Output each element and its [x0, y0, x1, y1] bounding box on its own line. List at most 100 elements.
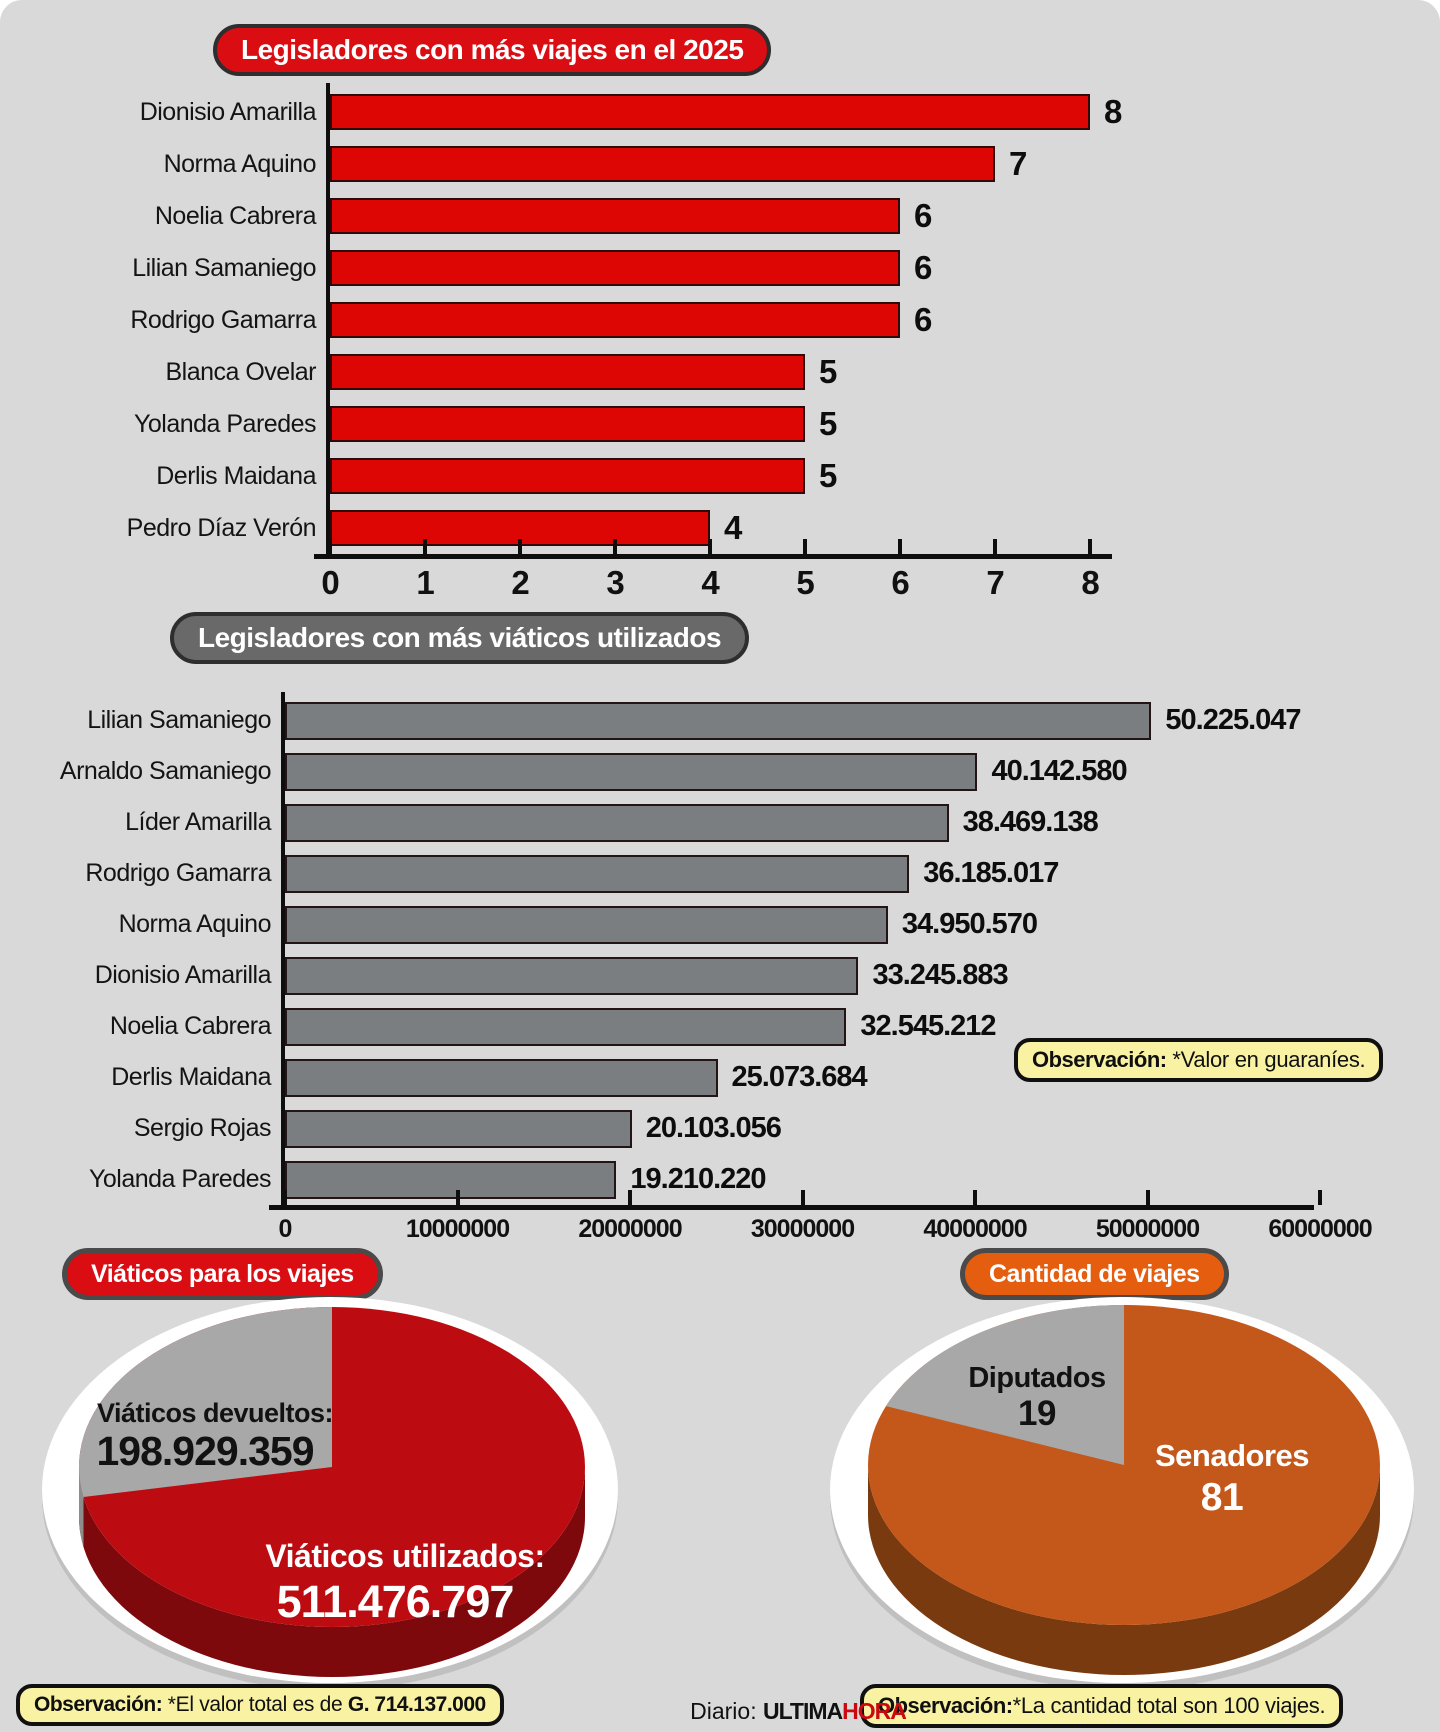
- axis-tick-label: 1: [416, 564, 434, 601]
- bar-value-label: 6: [914, 301, 932, 338]
- category-label: Lilian Samaniego: [87, 706, 271, 734]
- category-label: Derlis Maidana: [111, 1063, 271, 1091]
- axis-tick: [328, 539, 332, 554]
- bar-value-label: 50.225.047: [1165, 704, 1301, 736]
- axis-tick: [283, 1190, 287, 1205]
- axis-tick-label: 8: [1081, 564, 1099, 601]
- category-label: Dionisio Amarilla: [94, 961, 272, 989]
- axis-tick: [898, 539, 902, 554]
- pie-side: [868, 1465, 1380, 1675]
- axis-tick-label: 3: [606, 564, 624, 601]
- axis-tick-label: 4: [701, 564, 719, 601]
- bar: [285, 1058, 718, 1097]
- axis-tick: [993, 539, 997, 554]
- bar-chart-viajes: Dionisio Amarilla 8 Norma Aquino 7 Noelia Ca…: [0, 83, 1440, 746]
- pie1-title-pill: Viáticos para los viajes: [62, 1248, 383, 1300]
- bar: [285, 803, 949, 842]
- bar-chart-viaticos: Lilian Samaniego 50.225.047 Arnaldo Samani…: [0, 692, 1440, 1355]
- bar-value-label: 6: [914, 197, 932, 234]
- note-guaranies-bold: Observación:: [1032, 1047, 1167, 1072]
- axis-tick-label: 20000000: [578, 1215, 682, 1243]
- pie-side: [79, 1467, 585, 1677]
- note-total-amount: G. 714.137.000: [347, 1693, 486, 1716]
- category-label: Arnaldo Samaniego: [59, 757, 272, 785]
- bar: [330, 458, 805, 494]
- axis-tick-label: 5: [796, 564, 814, 601]
- bar: [285, 1109, 632, 1148]
- axis-tick-label: 30000000: [750, 1215, 855, 1243]
- pie-side-secondary: [79, 1467, 84, 1547]
- y-axis-line: [326, 83, 330, 559]
- pie-chart-viaticos: [42, 1297, 618, 1690]
- category-label: Norma Aquino: [118, 910, 272, 938]
- bar-value-label: 6: [914, 249, 932, 286]
- brand-ultima: ULTIMA: [762, 1698, 843, 1724]
- source-credit: Diario: ULTIMAHORA: [690, 1698, 907, 1725]
- bar: [330, 94, 1090, 130]
- bar: [330, 198, 900, 234]
- bar: [285, 1160, 617, 1199]
- bar-value-label: 5: [819, 353, 837, 390]
- axis-tick-label: 7: [986, 564, 1004, 601]
- pie2-slice1-label: Diputados: [968, 1362, 1106, 1394]
- axis-tick-label: 6: [891, 564, 909, 601]
- pie2-title-pill: Cantidad de viajes: [960, 1248, 1229, 1300]
- axis-tick: [973, 1190, 977, 1205]
- pie2-title: Cantidad de viajes: [989, 1259, 1200, 1288]
- axis-tick-label: 50000000: [1095, 1215, 1200, 1243]
- bar-value-label: 20.103.056: [645, 1112, 782, 1144]
- axis-tick: [1145, 1190, 1150, 1205]
- axis-tick: [455, 1190, 460, 1205]
- category-label: Yolanda Paredes: [88, 1165, 272, 1193]
- axis-tick-label: 60000000: [1268, 1215, 1372, 1243]
- category-label: Noelia Cabrera: [109, 1012, 272, 1040]
- chart2-title: Legisladores con más viáticos utilizados: [198, 622, 722, 653]
- axis-tick: [1318, 1190, 1322, 1205]
- note-total-trips: Observación:*La cantidad total son 100 v…: [860, 1684, 1344, 1728]
- note-total-text: *El valor total es de: [162, 1693, 348, 1716]
- category-label: Rodrigo Gamarra: [130, 306, 316, 334]
- axis-tick-label: 0: [321, 564, 339, 601]
- bar-value-label: 25.073.684: [731, 1061, 868, 1093]
- bar: [285, 752, 978, 791]
- x-axis-line: [314, 554, 1112, 559]
- bar-value-label: 7: [1009, 145, 1027, 182]
- note-viajes-text: *La cantidad total son 100 viajes.: [1012, 1693, 1326, 1718]
- bar: [330, 354, 805, 390]
- bar: [330, 406, 805, 442]
- category-label: Líder Amarilla: [125, 808, 271, 836]
- note-guaranies-text: *Valor en guaraníes.: [1166, 1047, 1366, 1072]
- axis-tick: [1088, 539, 1092, 554]
- axis-tick: [803, 539, 807, 554]
- bar: [285, 701, 1152, 740]
- bar-value-label: 34.950.570: [901, 908, 1038, 940]
- category-label: Pedro Díaz Verón: [126, 514, 317, 542]
- axis-tick: [518, 539, 522, 554]
- pie1-slice2-value: 511.476.797: [276, 1576, 515, 1627]
- category-label: Dionisio Amarilla: [139, 98, 317, 126]
- bar: [285, 905, 888, 944]
- pie2-slice2-label: Senadores: [1154, 1438, 1310, 1473]
- pie2-slice1-value: 19: [1018, 1394, 1056, 1433]
- pie1-slice2-label: Viáticos utilizados:: [265, 1538, 545, 1574]
- chart2-title-pill: Legisladores con más viáticos utilizados: [170, 612, 750, 664]
- axis-tick: [628, 1190, 632, 1205]
- bar: [330, 146, 995, 182]
- y-axis-line: [281, 692, 285, 1210]
- axis-tick: [423, 539, 427, 554]
- bar-value-label: 8: [1104, 93, 1122, 130]
- bar: [330, 250, 900, 286]
- note-total-bold: Observación:: [34, 1693, 163, 1716]
- bar: [285, 1007, 847, 1046]
- category-label: Blanca Ovelar: [165, 358, 316, 386]
- bar-value-label: 4: [724, 509, 742, 546]
- pie1-slice1-label: Viáticos devueltos:: [96, 1398, 334, 1428]
- category-label: Noelia Cabrera: [154, 202, 317, 230]
- pie-slice-secondary: [79, 1307, 332, 1497]
- pie-slice-secondary: [886, 1305, 1124, 1465]
- bar: [330, 302, 900, 338]
- source-label: Diario:: [690, 1698, 763, 1724]
- pie2-slice2-value: 81: [1200, 1476, 1244, 1519]
- bar-value-label: 5: [819, 405, 837, 442]
- note-viajes-bold: Observación:: [878, 1693, 1013, 1718]
